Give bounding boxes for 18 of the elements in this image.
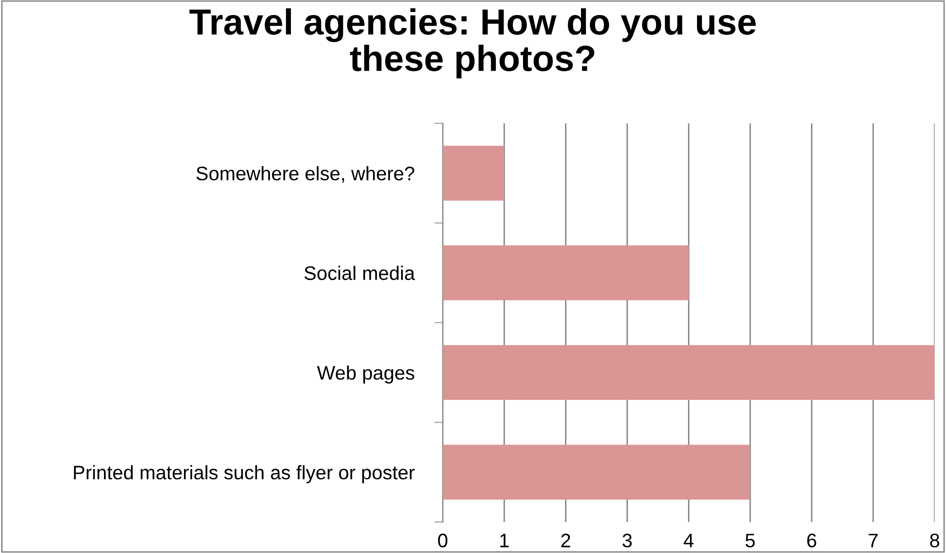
bar [442, 444, 750, 500]
x-tick-label: 1 [500, 534, 509, 548]
x-tick-label: 2 [561, 534, 570, 548]
y-tick-label: Social media [304, 266, 415, 280]
y-tick-label: Printed materials such as flyer or poster [74, 465, 415, 484]
y-tick-label: Somewhere else, where? [196, 166, 414, 183]
x-tick-label: 4 [684, 534, 694, 548]
bar [442, 245, 689, 300]
x-tick-label: 6 [807, 534, 816, 548]
y-tick-label: Web pages [317, 365, 414, 384]
x-tick-label: 7 [868, 534, 878, 548]
bar [442, 146, 504, 201]
bar [442, 345, 935, 400]
x-tick-label: 0 [438, 534, 448, 548]
x-tick-label: 3 [622, 534, 632, 548]
x-tick-label: 8 [930, 534, 940, 548]
chart-title: Travel agencies: How do you use these photos? [189, 8, 756, 78]
x-tick-label: 5 [746, 534, 755, 548]
